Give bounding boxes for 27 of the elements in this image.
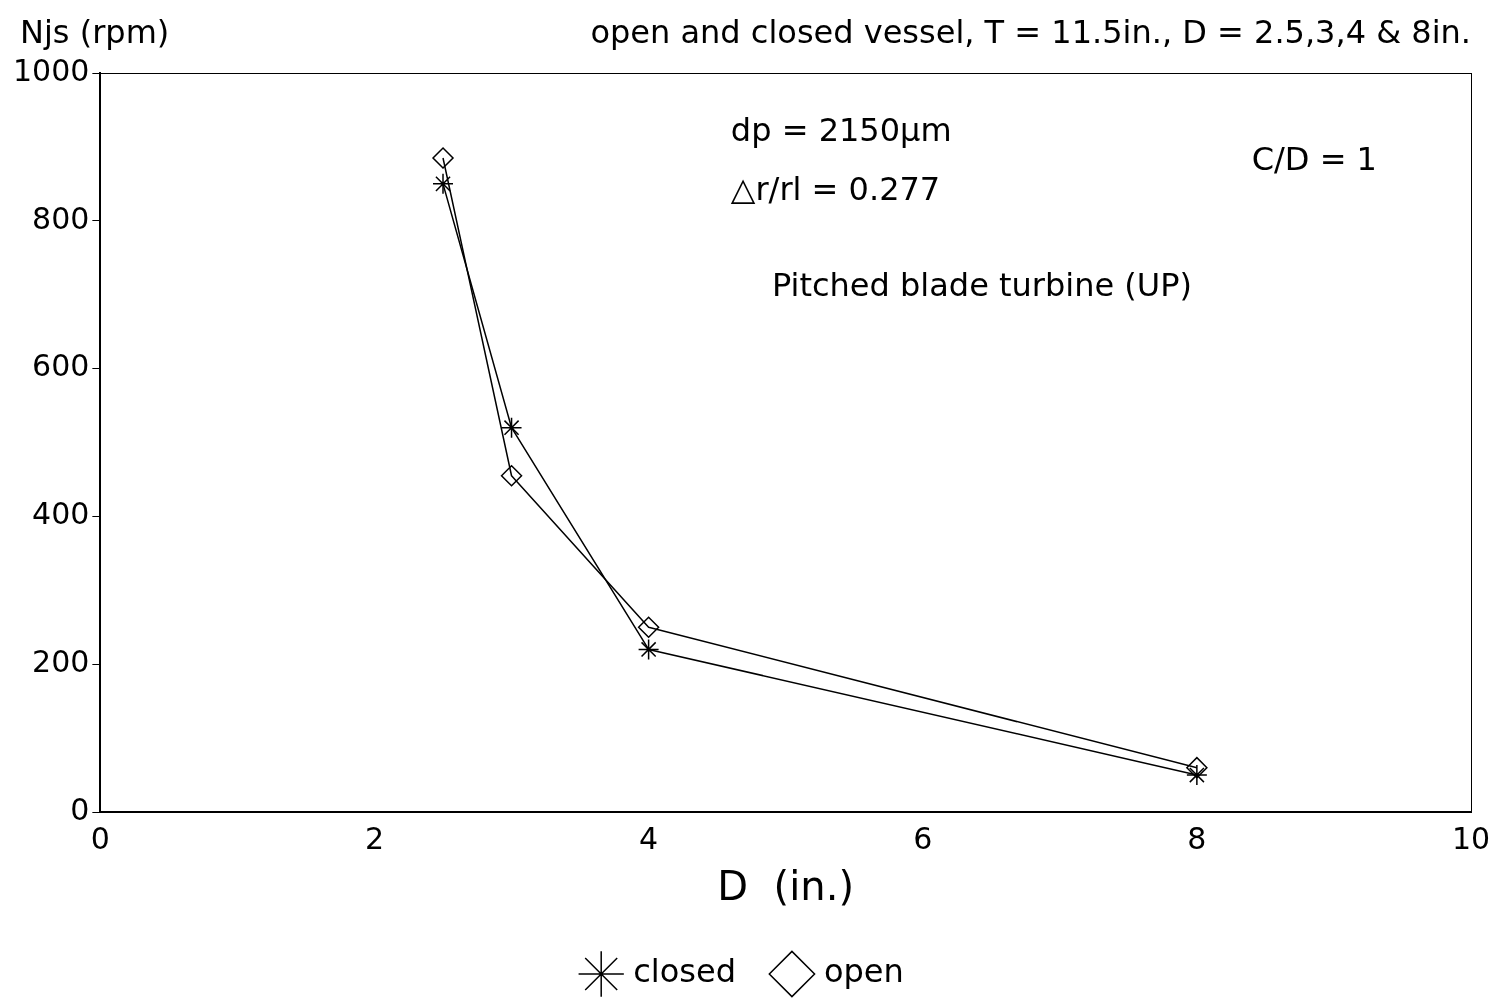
point [500, 416, 523, 439]
x-tick-label: 4 [639, 820, 659, 856]
y-tick-label: 800 [32, 200, 90, 236]
annotation: dp = 2150μm [730, 110, 952, 149]
y-tick-label: 0 [70, 791, 90, 827]
point [637, 638, 660, 661]
x-tick-label: 10 [1451, 820, 1491, 856]
annotation: △r/rl = 0.277 [730, 169, 941, 208]
point [637, 616, 660, 638]
annotation: Pitched blade turbine (UP) [771, 266, 1193, 305]
point [432, 173, 454, 195]
annotation: C/D = 1 [1251, 140, 1377, 179]
y-tick-label: 1000 [12, 52, 90, 88]
legend-label: closed [633, 952, 736, 991]
chart-title: open and closed vessel, T = 11.5in., D = 2.5,3,4 & 8in. [590, 13, 1471, 52]
point [500, 465, 523, 487]
y-tick-label: 400 [32, 496, 90, 532]
x-tick-label: 2 [364, 820, 385, 856]
x-axis-title: D (in.) [717, 863, 854, 910]
x-tick-label: 8 [1187, 820, 1207, 856]
point [1186, 764, 1208, 786]
y-tick-label: 600 [32, 348, 90, 384]
legend-label: open [823, 952, 904, 991]
y-axis-title: Njs (rpm) [20, 13, 170, 52]
y-tick-label: 200 [32, 644, 90, 679]
point [432, 147, 454, 169]
x-tick-label: 6 [913, 820, 933, 856]
